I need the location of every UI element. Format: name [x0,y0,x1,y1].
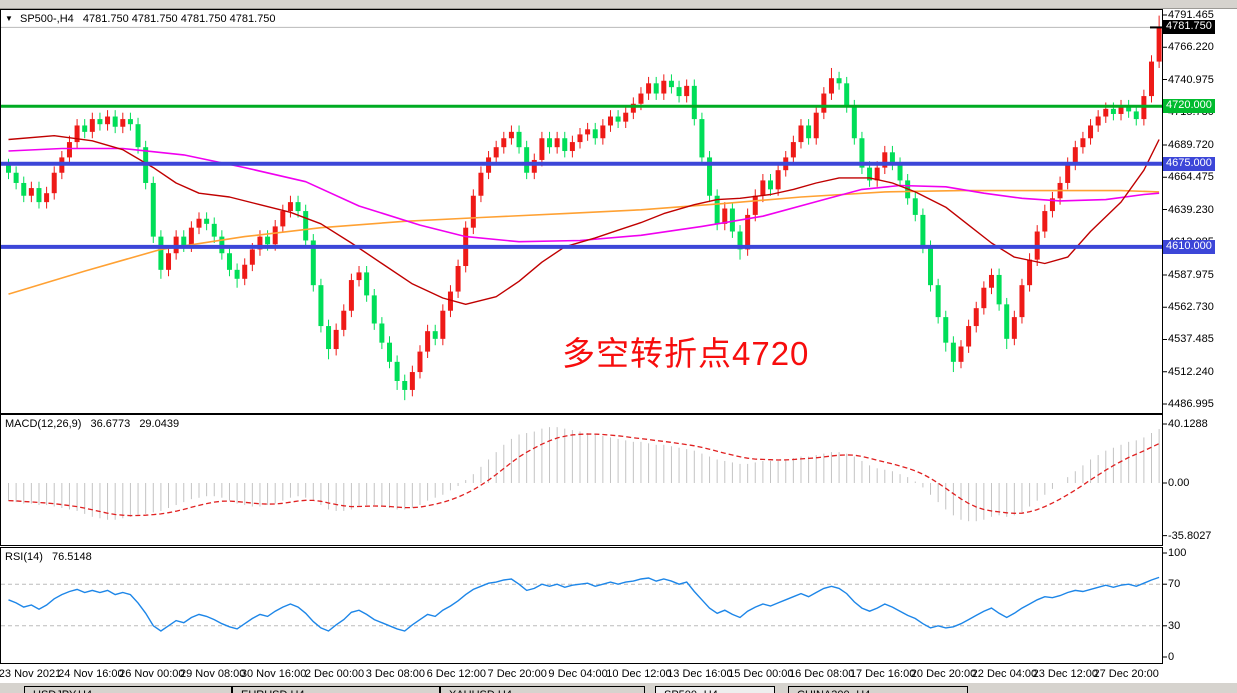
chart-tab-bar: USDJPY,H4EURUSD,H4XAUUSD,H4 SP500-,H4 CHIN… [0,682,1237,693]
price-tick-label: 4537.485 [1168,333,1214,346]
symbol-dropdown-icon[interactable]: ▼ [5,14,13,23]
chart-ohlc-header: ▼ SP500-,H4 4781.750 4781.750 4781.750 4… [5,13,276,25]
price-tick-label: 4740.975 [1168,73,1214,86]
rsi-tick-label: 30 [1168,619,1181,632]
macd-signal-value: 29.0439 [139,418,180,430]
time-tick-label: 29 Nov 08:00 [179,668,246,680]
price-tick-label: 4562.730 [1168,301,1214,314]
macd-main-value: 36.6773 [90,418,131,430]
time-tick-label: 7 Dec 20:00 [487,668,547,680]
price-tick-label: 4664.475 [1168,171,1214,184]
time-tick-label: 23 Nov 2021 [0,668,62,680]
macd-tick-label: -35.8027 [1168,529,1212,542]
time-tick-label: 10 Dec 12:00 [606,668,672,680]
price-tick-label: 4486.995 [1168,398,1214,410]
price-level-badge: 4675.000 [1163,156,1215,171]
chart-tab-china300-h4[interactable]: CHINA300-,H4 [788,686,968,693]
time-tick-label: 16 Dec 08:00 [788,668,855,680]
price-tick-label: 4689.720 [1168,138,1214,151]
rsi-indicator-label: RSI(14) 76.5148 [5,551,92,563]
chart-quote-values: 4781.750 4781.750 4781.750 4781.750 [82,13,276,25]
macd-name: MACD(12,26,9) [5,418,82,430]
time-tick-label: 15 Dec 00:00 [728,668,794,680]
time-tick-label: 23 Dec 12:00 [1032,668,1099,680]
chart-tab-sp500-h4[interactable]: SP500-,H4 [655,686,775,693]
time-tick-label: 3 Dec 08:00 [365,668,426,680]
time-tick-label: 26 Nov 00:00 [119,668,185,680]
price-tick-label: 4587.975 [1168,268,1214,281]
price-tick-label: 4791.465 [1168,9,1214,21]
time-tick-label: 9 Dec 04:00 [548,668,608,680]
time-tick-label: 20 Dec 20:00 [910,668,977,680]
price-level-badge: 4781.750 [1163,20,1215,35]
price-level-badge: 4720.000 [1163,99,1215,114]
chart-annotation: 多空转折点4720 [562,335,810,372]
price-tick-label: 4766.220 [1168,41,1214,54]
time-tick-label: 22 Dec 04:00 [971,668,1038,680]
rsi-tick-label: 70 [1168,578,1181,591]
time-tick-label: 13 Dec 16:00 [667,668,733,680]
time-tick-label: 30 Nov 16:00 [240,668,307,680]
rsi-name: RSI(14) [5,551,43,563]
time-tick-label: 17 Dec 16:00 [849,668,916,680]
time-tick-label: 2 Dec 00:00 [304,668,365,680]
chart-tab-usdjpy-h4[interactable]: USDJPY,H4 [24,686,232,693]
chart-tab-xauusd-h4[interactable]: XAUUSD,H4 [440,686,645,693]
rsi-tick-label: 100 [1168,547,1187,559]
window-top-strip [0,0,1237,9]
macd-indicator-label: MACD(12,26,9) 36.6773 29.0439 [5,418,179,430]
price-tick-label: 4512.240 [1168,365,1214,378]
price-tick-label: 4639.230 [1168,203,1214,216]
chart-symbol-label: SP500-,H4 [19,13,74,25]
macd-tick-label: 0.00 [1168,477,1190,489]
macd-tick-label: 40.1288 [1168,418,1208,430]
rsi-tick-label: 0 [1168,651,1175,663]
rsi-value: 76.5148 [51,551,92,563]
time-tick-label: 6 Dec 12:00 [426,668,486,680]
price-level-badge: 4610.000 [1163,239,1215,254]
chart-tab-eurusd-h4[interactable]: EURUSD,H4 [232,686,440,693]
time-tick-label: 27 Dec 20:00 [1093,668,1159,680]
time-tick-label: 24 Nov 16:00 [58,668,124,680]
